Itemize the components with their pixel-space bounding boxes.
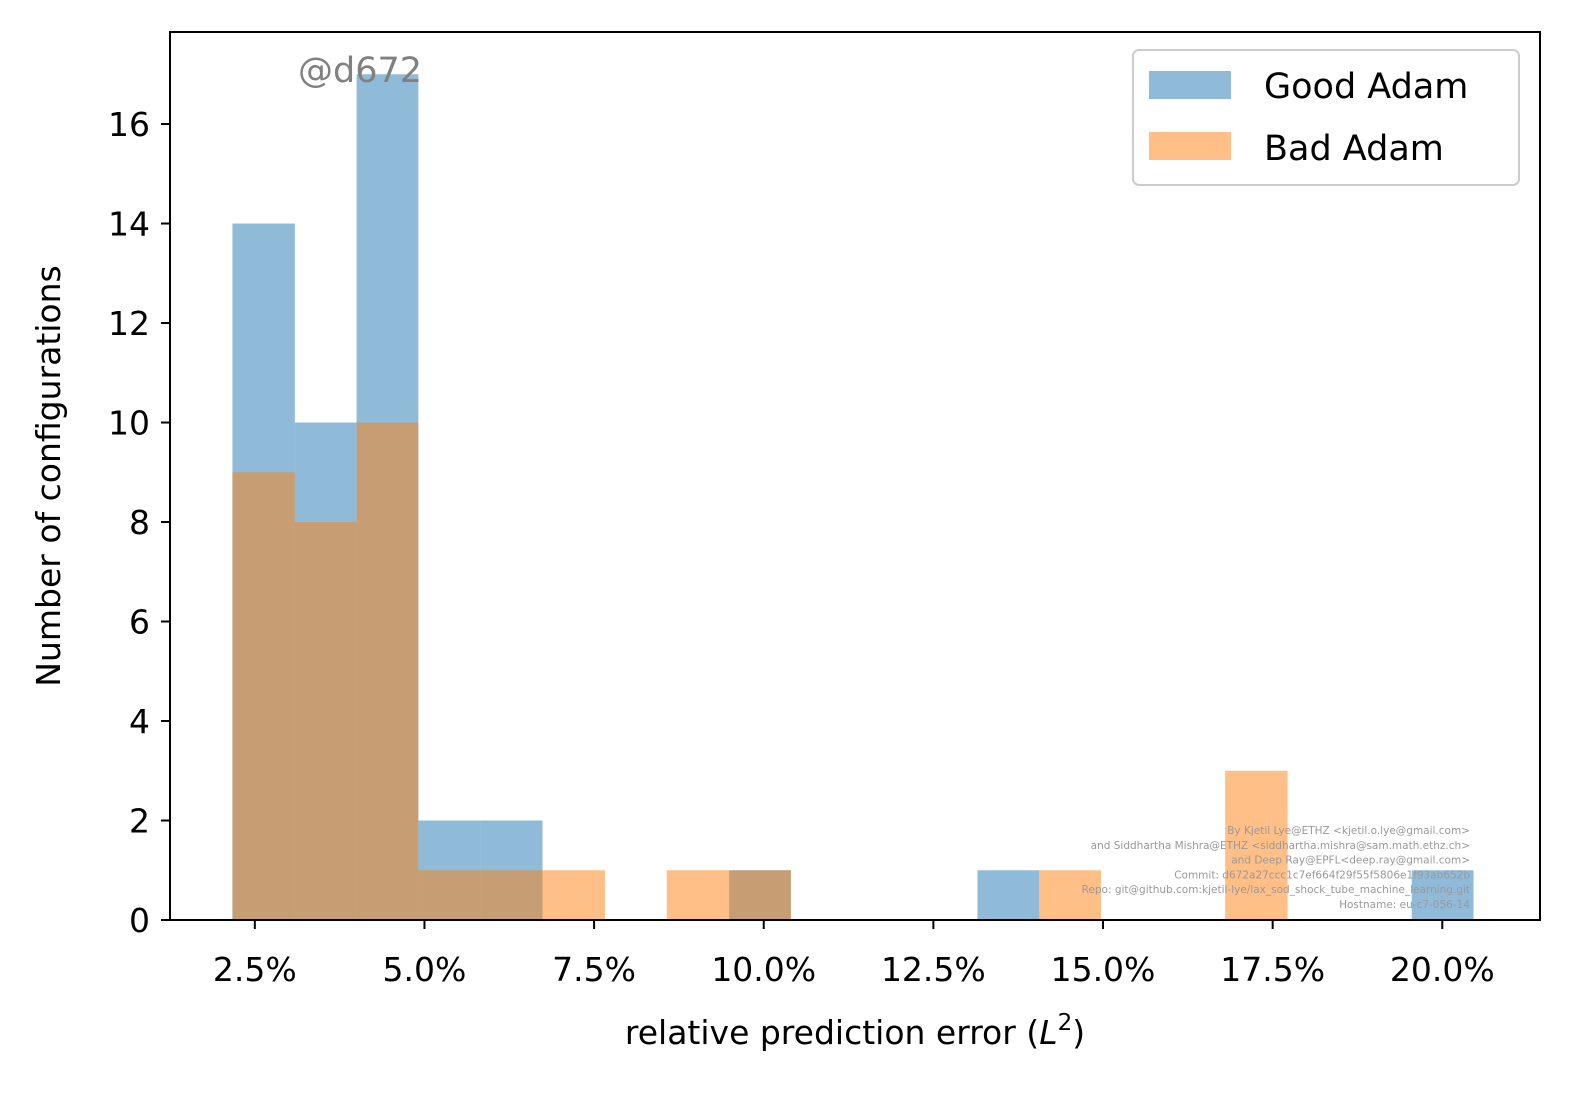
x-tick-label: 20.0% (1390, 950, 1495, 989)
y-tick-label: 8 (129, 503, 150, 542)
bar-bad-adam-7 (729, 870, 791, 920)
x-axis-label-math: L (1039, 1013, 1057, 1052)
bar-bad-adam-9 (1225, 770, 1288, 920)
credits-line: Repo: git@github.com:kjetil-lye/lax_sod_… (1082, 884, 1470, 896)
bar-bad-adam-6 (666, 870, 730, 920)
y-tick-label: 12 (108, 304, 150, 343)
y-tick-label: 16 (108, 105, 150, 144)
x-tick-label: 15.0% (1051, 950, 1156, 989)
credits-line: and Deep Ray@EPFL<deep.ray@gmail.com> (1231, 855, 1470, 867)
y-tick-label: 14 (108, 205, 150, 244)
watermark: @d672 (298, 51, 422, 91)
bar-bad-adam-8 (1039, 870, 1101, 920)
x-tick-label: 2.5% (213, 950, 297, 989)
bar-bad-adam-1 (294, 522, 357, 920)
y-tick-label: 4 (129, 702, 150, 741)
x-axis-label: relative prediction error (L2) (625, 1010, 1085, 1052)
legend-swatch-bad-adam (1149, 132, 1231, 160)
y-tick-label: 6 (129, 603, 150, 642)
x-axis-ticks: 2.5% 5.0% 7.5% 10.0% 12.5% 15.0% 17.5% 20.0% (213, 920, 1495, 989)
bar-good-adam-6 (977, 870, 1040, 920)
bar-bad-adam-2 (356, 422, 419, 920)
legend-swatch-good-adam (1149, 71, 1231, 99)
x-axis-label-exponent: 2 (1058, 1010, 1073, 1036)
credits-line: By Kjetil Lye@ETHZ <kjetil.o.lye@gmail.c… (1227, 825, 1470, 837)
x-tick-label: 17.5% (1220, 950, 1325, 989)
bar-bad-adam-0 (232, 472, 295, 920)
credits-annotation: By Kjetil Lye@ETHZ <kjetil.o.lye@gmail.c… (1082, 825, 1471, 911)
x-tick-label: 5.0% (383, 950, 467, 989)
y-tick-label: 2 (129, 802, 150, 841)
credits-line: and Siddhartha Mishra@ETHZ <siddhartha.m… (1091, 840, 1470, 852)
x-axis-label-text: relative prediction error (625, 1013, 1016, 1052)
x-tick-label: 12.5% (881, 950, 986, 989)
legend-label-good-adam: Good Adam (1264, 67, 1468, 107)
y-tick-label: 0 (129, 901, 150, 940)
credits-line: Hostname: eu-c7-056-14 (1339, 899, 1470, 911)
y-tick-label: 10 (108, 404, 150, 443)
plot-frame (169, 31, 1541, 921)
y-axis-ticks: 0 2 4 6 8 10 12 14 16 (108, 105, 170, 940)
legend-label-bad-adam: Bad Adam (1264, 129, 1444, 169)
x-tick-label: 7.5% (552, 950, 636, 989)
bar-bad-adam-4 (480, 870, 543, 920)
credits-line: Commit: d672a27ccc1c7ef664f29f55f5806e1f… (1174, 869, 1470, 881)
bar-bad-adam-5 (542, 870, 605, 920)
y-axis-label: Number of configurations (29, 265, 68, 686)
bar-bad-adam-3 (418, 870, 481, 920)
bar-good-adam-7 (1411, 870, 1474, 920)
histogram-bars (232, 74, 1474, 921)
legend: Good Adam Bad Adam (1132, 49, 1520, 186)
x-tick-label: 10.0% (711, 950, 816, 989)
